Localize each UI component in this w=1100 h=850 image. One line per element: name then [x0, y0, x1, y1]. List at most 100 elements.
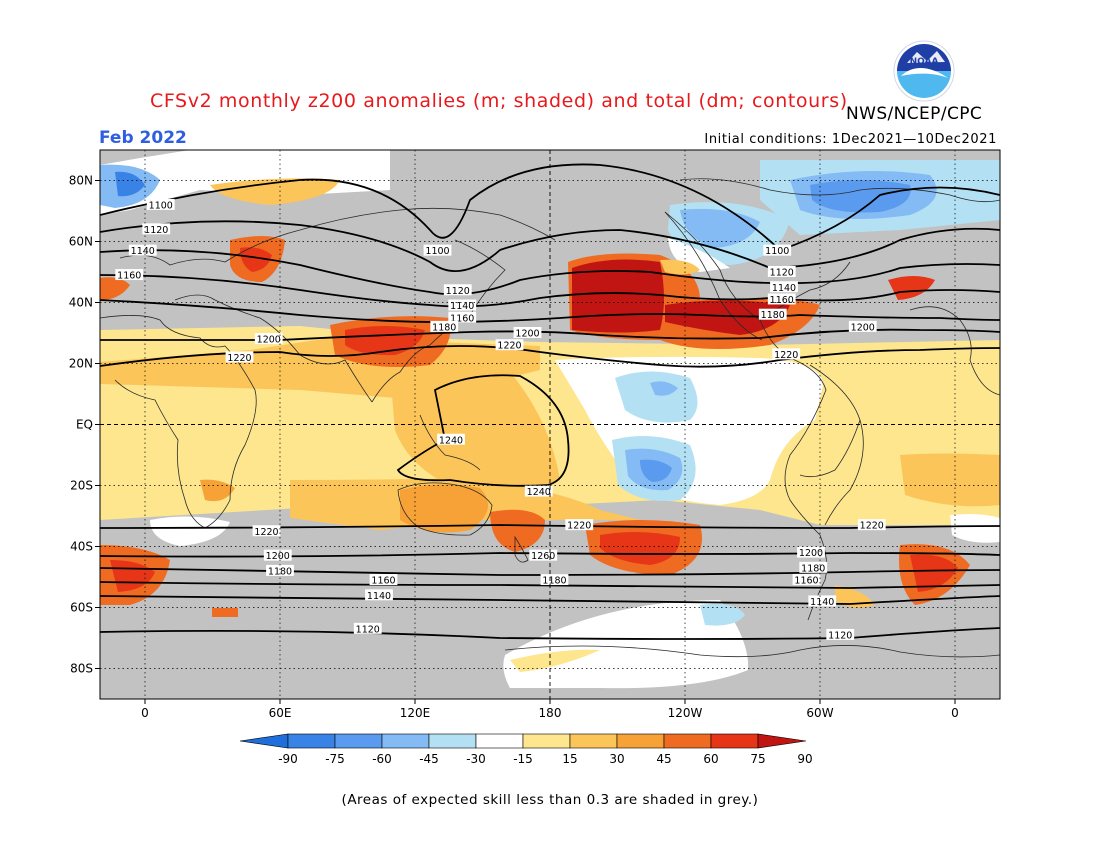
contour-label: 1180 [268, 566, 292, 577]
colorbar-swatch [710, 733, 759, 749]
contour-label-bg [792, 574, 821, 586]
colorbar-swatch [428, 733, 477, 749]
contour-label-bg [529, 549, 558, 561]
colorbar-label: -15 [513, 752, 533, 766]
contour-label-bg [763, 244, 792, 256]
contour-label: 1220 [860, 521, 884, 532]
contour-label-bg [369, 574, 398, 586]
contour-label-bg [770, 281, 798, 293]
contour-label: 1140 [810, 597, 834, 608]
footnote: (Areas of expected skill less than 0.3 a… [341, 792, 759, 808]
chart-title: CFSv2 monthly z200 anomalies (m; shaded)… [150, 90, 848, 112]
coastlines [100, 178, 1000, 658]
lat-tick-label: 20S [70, 479, 93, 493]
contour-label: 1200 [851, 322, 875, 333]
logo-text: NOAA [910, 57, 939, 67]
contour-label: 1160 [770, 295, 794, 306]
contour-label: 1180 [801, 563, 825, 574]
lon-tick-label: 0 [951, 706, 959, 720]
contour-label: 1240 [527, 487, 551, 498]
colorbar-swatch [381, 733, 430, 749]
contour-label-bg [448, 299, 477, 311]
lon-tick-label: 120W [668, 706, 703, 720]
lat-tick-label: 40S [70, 540, 93, 554]
contour-label-bg [115, 269, 144, 281]
lat-tick-label: 40N [69, 296, 93, 310]
contour-label-bg [448, 311, 477, 323]
gridlines [100, 150, 1000, 699]
contour-label: 1200 [515, 329, 539, 340]
contour-label: 1200 [266, 551, 290, 562]
contour-label-bg [857, 519, 886, 531]
contour-label-bg [808, 595, 837, 607]
contour-label-bg [430, 320, 459, 332]
colorbar-label: -60 [372, 752, 392, 766]
contour-label-bg [225, 351, 254, 363]
contour-label: 1140 [772, 283, 796, 294]
contour-label: 1120 [446, 286, 470, 297]
contour-label: 1100 [149, 200, 173, 211]
contour-label-bg [437, 433, 465, 445]
contour-label: 1120 [356, 624, 380, 635]
colorbar-label: -45 [419, 752, 439, 766]
lat-tick-label: 20N [69, 357, 93, 371]
forecast-month: Feb 2022 [99, 128, 187, 148]
contour-label: 1120 [144, 225, 168, 236]
colorbar-swatch [475, 733, 524, 749]
colorbar-swatch [334, 733, 383, 749]
contour-label: 1260 [531, 551, 555, 562]
contour-label-bg [495, 339, 524, 351]
lon-tick-label: 60E [269, 706, 292, 720]
contour-label: 1220 [497, 341, 521, 352]
contour-label: 1100 [425, 246, 449, 257]
colorbar-arrow-right [757, 733, 807, 749]
contour-label-bg [263, 549, 292, 561]
contour-label: 1140 [367, 591, 391, 602]
contour-label: 1180 [542, 576, 566, 587]
lat-tick-label: 60N [69, 235, 93, 249]
lon-tick-label: 60W [806, 706, 833, 720]
contour-label-bg [142, 223, 171, 235]
contour-label-bg [128, 244, 157, 256]
contour-label-bg [848, 320, 877, 332]
colorbar-label: -30 [466, 752, 486, 766]
colorbar-label: 60 [703, 752, 718, 766]
lat-tick-label: 80S [70, 662, 93, 676]
contour-label-bg [758, 308, 787, 320]
noaa-logo-icon: NOAA [893, 40, 955, 102]
contour-label-bg [826, 628, 855, 640]
contour-label: 1180 [761, 310, 785, 321]
colorbar-label: 90 [797, 752, 812, 766]
contour-label-bg [423, 244, 452, 256]
contour-label: 1200 [257, 335, 281, 346]
contour-label: 1180 [432, 322, 456, 333]
contour-label-bg [443, 284, 472, 296]
colorbar-label: 75 [750, 752, 765, 766]
contour-label-bg [146, 198, 175, 210]
lon-tick-label: 120E [400, 706, 431, 720]
contour-label-bg [772, 348, 801, 360]
colorbar-label: 45 [656, 752, 671, 766]
lat-tick-label: 80N [69, 174, 93, 188]
colorbar-label: -90 [278, 752, 298, 766]
colorbar-swatch [569, 733, 618, 749]
contour-label: 1140 [450, 301, 474, 312]
contour-label: 1100 [765, 246, 789, 257]
agency-label: NWS/NCEP/CPC [846, 104, 983, 124]
anomaly-shading [100, 150, 1000, 689]
contour-label: 1160 [794, 576, 818, 587]
contour-label-bg [254, 333, 283, 345]
contour-label: 1120 [770, 268, 794, 279]
longitude-axis: 0 60E 120E 180 120W 60W 0 [141, 699, 959, 720]
lat-tick-label: EQ [76, 418, 93, 432]
contour-label-bg [524, 485, 553, 497]
contour-label: 1200 [799, 548, 823, 559]
contour-label: 1220 [254, 527, 278, 538]
contour-label-bg [799, 561, 828, 573]
contour-label-bg [767, 266, 796, 277]
contour-label-bg [767, 293, 796, 305]
contour-label: 1160 [117, 271, 141, 282]
colorbar-swatch [663, 733, 712, 749]
contour-label: 1220 [227, 353, 251, 364]
contour-label: 1160 [450, 313, 474, 324]
